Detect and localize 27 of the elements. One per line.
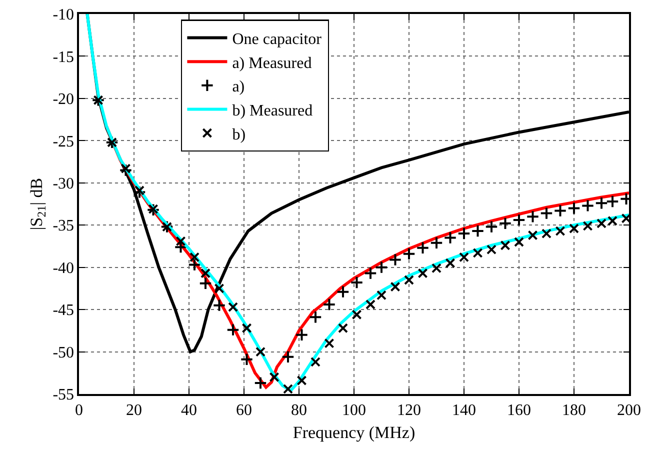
x-axis-title: Frequency (MHz) — [292, 422, 416, 442]
x-tick-label: 0 — [75, 402, 83, 419]
legend-label: b) — [232, 126, 246, 144]
x-tick-label: 160 — [507, 402, 531, 419]
x-tick-label: 20 — [126, 402, 142, 419]
x-tick-label: 40 — [181, 402, 197, 419]
y-tick-label: -20 — [52, 91, 74, 108]
y-tick-label: -45 — [52, 302, 74, 320]
y-tick-label: -55 — [52, 386, 74, 404]
x-tick-label: 180 — [562, 402, 586, 419]
y-tick-label: -30 — [52, 175, 74, 192]
y-tick-label: -25 — [52, 133, 74, 150]
x-tick-label: 80 — [291, 402, 307, 419]
x-tick-label: 200 — [617, 402, 641, 419]
y-tick-label: -35 — [52, 218, 74, 235]
x-tick-label: 120 — [397, 402, 421, 419]
x-tick-label: 140 — [452, 402, 476, 419]
legend-label: b) Measured — [232, 102, 313, 120]
legend-label: a) Measured — [232, 54, 312, 72]
legend-label: a) — [232, 78, 245, 96]
y-tick-label: -15 — [52, 48, 74, 66]
y-tick-label: -40 — [52, 260, 74, 277]
y-tick-label: -10 — [52, 6, 74, 24]
legend-label: One capacitor — [232, 31, 322, 48]
y-tick-label: -50 — [52, 344, 74, 362]
x-tick-label: 60 — [236, 402, 252, 419]
x-tick-label: 100 — [342, 402, 366, 419]
